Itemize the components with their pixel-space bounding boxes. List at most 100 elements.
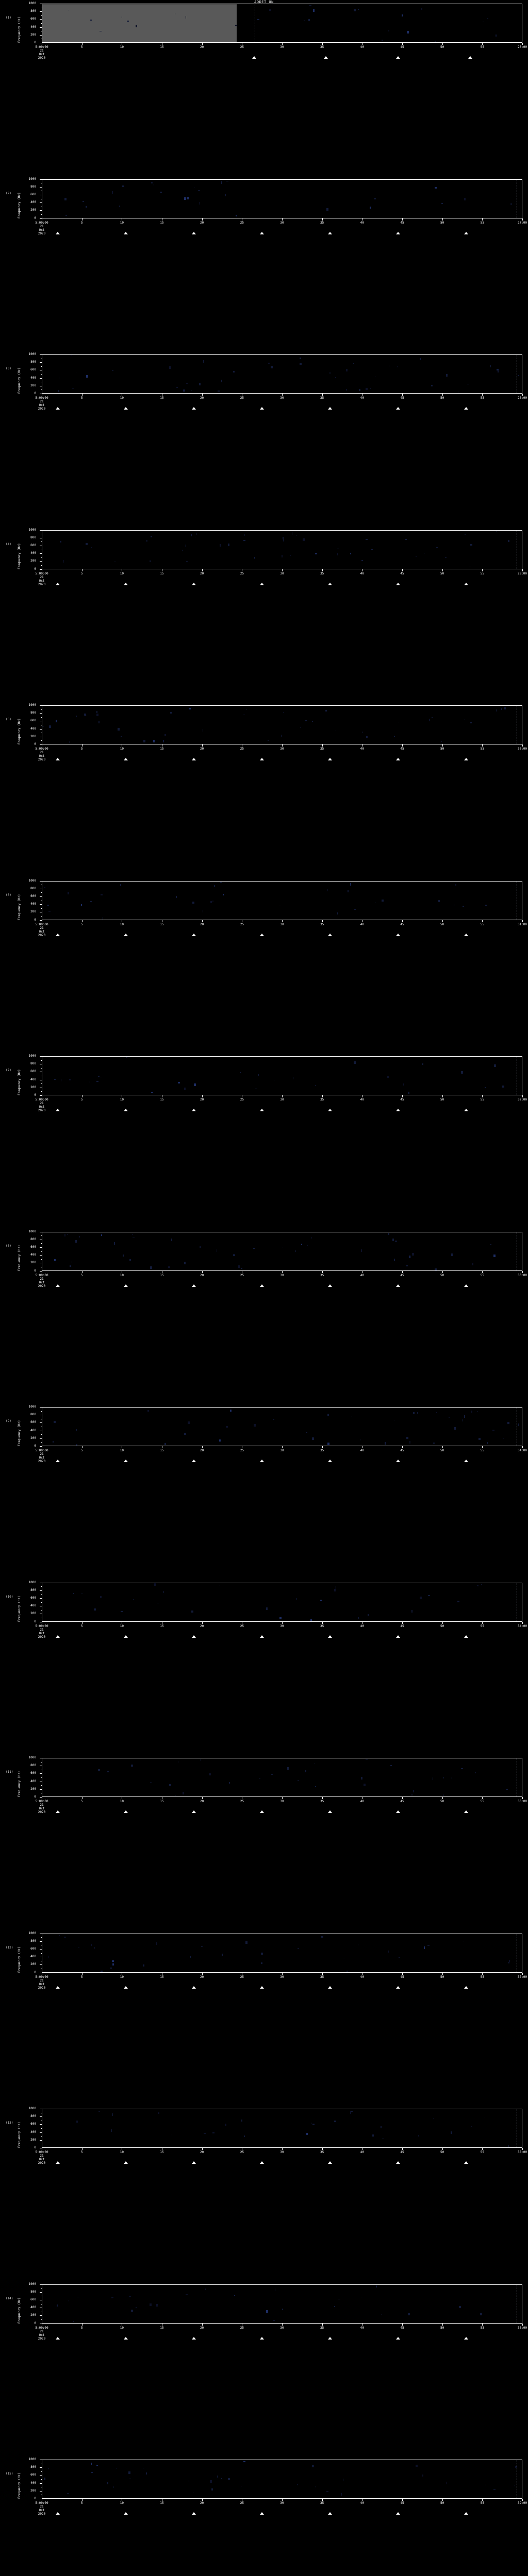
plot-area[interactable] [42, 530, 522, 569]
x-tick-mark [402, 1797, 403, 1799]
panel-index-label: (5) [6, 718, 11, 722]
x-tick-mark [442, 1797, 443, 1799]
spectrogram-speck [366, 736, 368, 738]
spectrogram-speck [329, 372, 331, 374]
x-tick-label: 55 [480, 45, 484, 49]
y-tick-label: 0 [34, 41, 36, 44]
x-tick-label: 5:00:00 [35, 2150, 48, 2154]
detection-marker-icon [260, 1986, 265, 1989]
x-tick-label: 50 [440, 1449, 444, 1452]
spectrogram-speck [107, 1771, 109, 1773]
spectrogram-speck [70, 1265, 72, 1267]
spectrogram-speck [417, 1412, 418, 1414]
detection-marker-icon [396, 758, 401, 760]
plot-area[interactable] [42, 1231, 522, 1271]
x-tick-mark [482, 43, 483, 45]
plot-area[interactable] [42, 179, 522, 218]
spectrogram-speck [508, 1961, 509, 1963]
plot-area[interactable] [42, 2109, 522, 2148]
spectrogram-speck [451, 1253, 453, 1257]
x-axis-date-line: 2020 [38, 2512, 46, 2516]
detection-marker-icon [124, 1109, 128, 1111]
spectrogram-speck [111, 2129, 112, 2132]
plot-area[interactable] [42, 1407, 522, 1446]
y-tick-mark [40, 362, 42, 363]
x-tick-label: 15 [160, 1273, 164, 1277]
plot-area[interactable] [42, 1582, 522, 1622]
plot-area[interactable] [42, 705, 522, 744]
spectrogram-speck [76, 1429, 77, 1431]
y-tick-mark-minor [41, 740, 42, 741]
y-tick-mark-minor [41, 1442, 42, 1443]
y-tick-mark-minor [41, 2471, 42, 2472]
spectrogram-detection-block [42, 4, 237, 42]
x-tick-mark [202, 1621, 203, 1624]
y-tick-mark [40, 1422, 42, 1423]
spectrogram-speck [212, 2132, 214, 2134]
y-tick-mark [40, 1056, 42, 1057]
plot-area[interactable] [42, 2284, 522, 2324]
x-axis-date-line: Oct [39, 403, 45, 407]
x-tick-label: 15 [160, 45, 164, 49]
x-tick-mark [282, 920, 283, 922]
spectrogram-speck [361, 560, 363, 562]
spectrogram-speck [90, 20, 92, 21]
y-axis-ticks: 0 200 400 600 800 1000 [0, 879, 42, 921]
spectrogram-speck [187, 196, 189, 199]
y-tick-label: 0 [34, 2146, 36, 2149]
plot-area[interactable] [42, 2460, 522, 2499]
plot-area[interactable] [42, 1758, 522, 1797]
detection-marker-icon [192, 1284, 196, 1287]
x-tick-mark [442, 1270, 443, 1273]
x-tick-label: 5 [80, 1975, 83, 1979]
spectrogram-speck [143, 739, 145, 742]
x-tick-label: 28:00 [517, 571, 527, 575]
x-tick-mark [482, 744, 483, 747]
panel-index-label: (11) [6, 1770, 13, 1774]
x-tick-label: 10 [120, 922, 124, 926]
x-axis-date-line: Oct [39, 1982, 45, 1986]
spectrogram-speck [201, 1946, 203, 1947]
detection-marker-icon [260, 1810, 265, 1813]
spectrogram-speck [228, 1782, 230, 1784]
x-tick-mark [402, 1270, 403, 1273]
spectrogram-speck [354, 9, 356, 11]
spectrogram-speck [296, 2484, 298, 2486]
spectrogram-speck [412, 1252, 415, 1256]
x-tick-mark [522, 1972, 523, 1975]
plot-area[interactable] [42, 1056, 522, 1095]
spectrogram-speck [254, 557, 255, 559]
y-tick-mark [40, 561, 42, 562]
x-tick-mark [322, 2499, 323, 2501]
spectrogram-speck [424, 1946, 425, 1950]
x-tick-mark [282, 1621, 283, 1624]
plot-area[interactable] [42, 354, 522, 394]
x-tick-label: 45 [400, 571, 404, 575]
x-tick-mark [442, 1446, 443, 1448]
x-tick-label: 55 [480, 396, 484, 400]
x-tick-label: 15 [160, 2150, 164, 2154]
detection-marker-icon [328, 1635, 333, 1638]
y-tick-mark-minor [41, 1251, 42, 1252]
y-tick-mark [40, 35, 42, 36]
x-tick-mark [322, 1797, 323, 1799]
x-tick-label: 15 [160, 2501, 164, 2505]
spectrogram-speck [86, 375, 88, 378]
spectrogram-speck [243, 2461, 246, 2463]
x-tick-mark [202, 43, 203, 45]
spectrogram-speck [221, 2478, 222, 2479]
plot-area[interactable] [42, 1933, 522, 1973]
y-tick-label: 600 [30, 1771, 36, 1775]
spectrogram-speck [446, 374, 448, 377]
spectrogram-speck [67, 2493, 69, 2494]
y-tick-mark [40, 2490, 42, 2492]
plot-area[interactable] [42, 4, 522, 43]
spectrogram-speck [461, 1071, 464, 1074]
y-axis-ticks: 0 200 400 600 800 1000 [0, 2, 42, 44]
x-tick-label: 30 [280, 396, 284, 400]
x-tick-label: 25 [240, 571, 244, 575]
plot-area[interactable] [42, 880, 522, 920]
x-tick-mark [482, 1446, 483, 1448]
y-tick-mark [40, 705, 42, 706]
spectrogram-speck [289, 555, 291, 556]
